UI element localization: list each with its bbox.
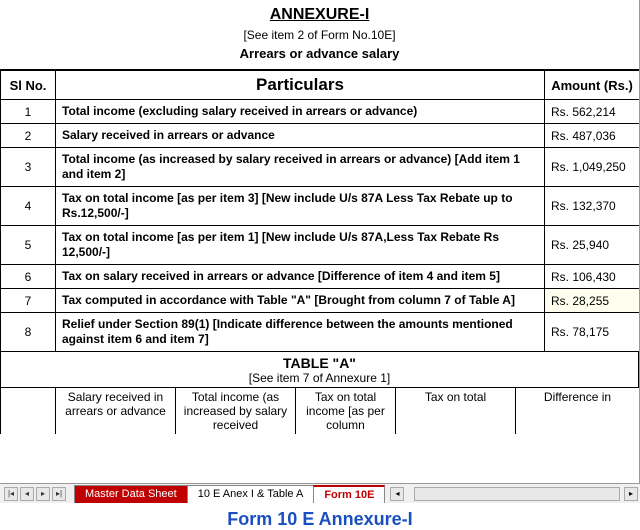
cell-slno[interactable]: 7 xyxy=(1,289,56,313)
sheet-tab-strip: |◂ ◂ ▸ ▸| Master Data Sheet 10 E Anex I … xyxy=(0,483,640,503)
table-a-header-row: Salary received in arrears or advance To… xyxy=(1,388,640,434)
tabs-container: Master Data Sheet 10 E Anex I & Table A … xyxy=(74,485,384,503)
table-row: 7 Tax computed in accordance with Table … xyxy=(1,289,640,313)
cell-particulars[interactable]: Salary received in arrears or advance xyxy=(56,124,545,148)
cell-particulars[interactable]: Tax on total income [as per item 1] [New… xyxy=(56,226,545,265)
col-particulars: Particulars xyxy=(56,71,545,100)
cell-particulars[interactable]: Tax computed in accordance with Table "A… xyxy=(56,289,545,313)
cell-slno[interactable]: 4 xyxy=(1,187,56,226)
table-header-row: Sl No. Particulars Amount (Rs.) xyxy=(1,71,640,100)
table-row: 3 Total income (as increased by salary r… xyxy=(1,148,640,187)
cell-particulars[interactable]: Total income (as increased by salary rec… xyxy=(56,148,545,187)
table-a-title: TABLE "A" xyxy=(0,352,639,371)
table-row: 5 Tax on total income [as per item 1] [N… xyxy=(1,226,640,265)
nav-next-icon[interactable]: ▸ xyxy=(36,487,50,501)
hscroll-left-icon[interactable]: ◂ xyxy=(390,487,404,501)
cell-particulars[interactable]: Tax on total income [as per item 3] [New… xyxy=(56,187,545,226)
nav-last-icon[interactable]: ▸| xyxy=(52,487,66,501)
cell-slno[interactable]: 2 xyxy=(1,124,56,148)
cell-particulars[interactable]: Tax on salary received in arrears or adv… xyxy=(56,265,545,289)
particulars-table: Sl No. Particulars Amount (Rs.) 1 Total … xyxy=(0,70,640,352)
hscroll-right-icon[interactable]: ▸ xyxy=(624,487,638,501)
cell-amount[interactable]: Rs. 28,255 xyxy=(545,289,640,313)
col-slno: Sl No. xyxy=(1,71,56,100)
cell-amount[interactable]: Rs. 25,940 xyxy=(545,226,640,265)
cell-slno[interactable]: 3 xyxy=(1,148,56,187)
table-a-columns: Salary received in arrears or advance To… xyxy=(0,388,640,434)
table-row: 2 Salary received in arrears or advance … xyxy=(1,124,640,148)
worksheet-area: ANNEXURE-I [See item 2 of Form No.10E] A… xyxy=(0,0,640,483)
cell-amount[interactable]: Rs. 487,036 xyxy=(545,124,640,148)
annexure-subtitle: [See item 2 of Form No.10E] xyxy=(0,28,639,42)
cell-slno[interactable]: 8 xyxy=(1,313,56,352)
tab-form-10e[interactable]: Form 10E xyxy=(313,485,385,503)
cell-amount[interactable]: Rs. 78,175 xyxy=(545,313,640,352)
table-a-subtitle: [See item 7 of Annexure 1] xyxy=(0,371,639,388)
cell-amount[interactable]: Rs. 106,430 xyxy=(545,265,640,289)
table-row: 6 Tax on salary received in arrears or a… xyxy=(1,265,640,289)
cell-particulars[interactable]: Total income (excluding salary received … xyxy=(56,100,545,124)
footer-caption: Form 10 E Annexure-I xyxy=(0,503,640,530)
tablea-col-3[interactable]: Tax on total income [as per column xyxy=(296,388,396,434)
table-row: 4 Tax on total income [as per item 3] [N… xyxy=(1,187,640,226)
cell-slno[interactable]: 6 xyxy=(1,265,56,289)
tab-anex-table-a[interactable]: 10 E Anex I & Table A xyxy=(187,485,315,503)
annexure-title: ANNEXURE-I xyxy=(0,6,639,24)
nav-prev-icon[interactable]: ◂ xyxy=(20,487,34,501)
tablea-col-4[interactable]: Tax on total xyxy=(396,388,516,434)
cell-particulars[interactable]: Relief under Section 89(1) [Indicate dif… xyxy=(56,313,545,352)
nav-first-icon[interactable]: |◂ xyxy=(4,487,18,501)
cell-slno[interactable]: 1 xyxy=(1,100,56,124)
col-amount: Amount (Rs.) xyxy=(545,71,640,100)
annexure-subtitle2: Arrears or advance salary xyxy=(0,46,639,61)
tablea-col-0[interactable] xyxy=(1,388,56,434)
header-block: ANNEXURE-I [See item 2 of Form No.10E] A… xyxy=(0,0,639,70)
cell-slno[interactable]: 5 xyxy=(1,226,56,265)
cell-amount[interactable]: Rs. 562,214 xyxy=(545,100,640,124)
cell-amount[interactable]: Rs. 132,370 xyxy=(545,187,640,226)
tablea-col-1[interactable]: Salary received in arrears or advance xyxy=(56,388,176,434)
hscroll-track[interactable] xyxy=(414,487,620,501)
tablea-col-5[interactable]: Difference in xyxy=(516,388,640,434)
nav-buttons: |◂ ◂ ▸ ▸| xyxy=(0,487,70,501)
tablea-col-2[interactable]: Total income (as increased by salary rec… xyxy=(176,388,296,434)
table-row: 8 Relief under Section 89(1) [Indicate d… xyxy=(1,313,640,352)
tab-master-data[interactable]: Master Data Sheet xyxy=(74,485,188,503)
table-row: 1 Total income (excluding salary receive… xyxy=(1,100,640,124)
cell-amount[interactable]: Rs. 1,049,250 xyxy=(545,148,640,187)
